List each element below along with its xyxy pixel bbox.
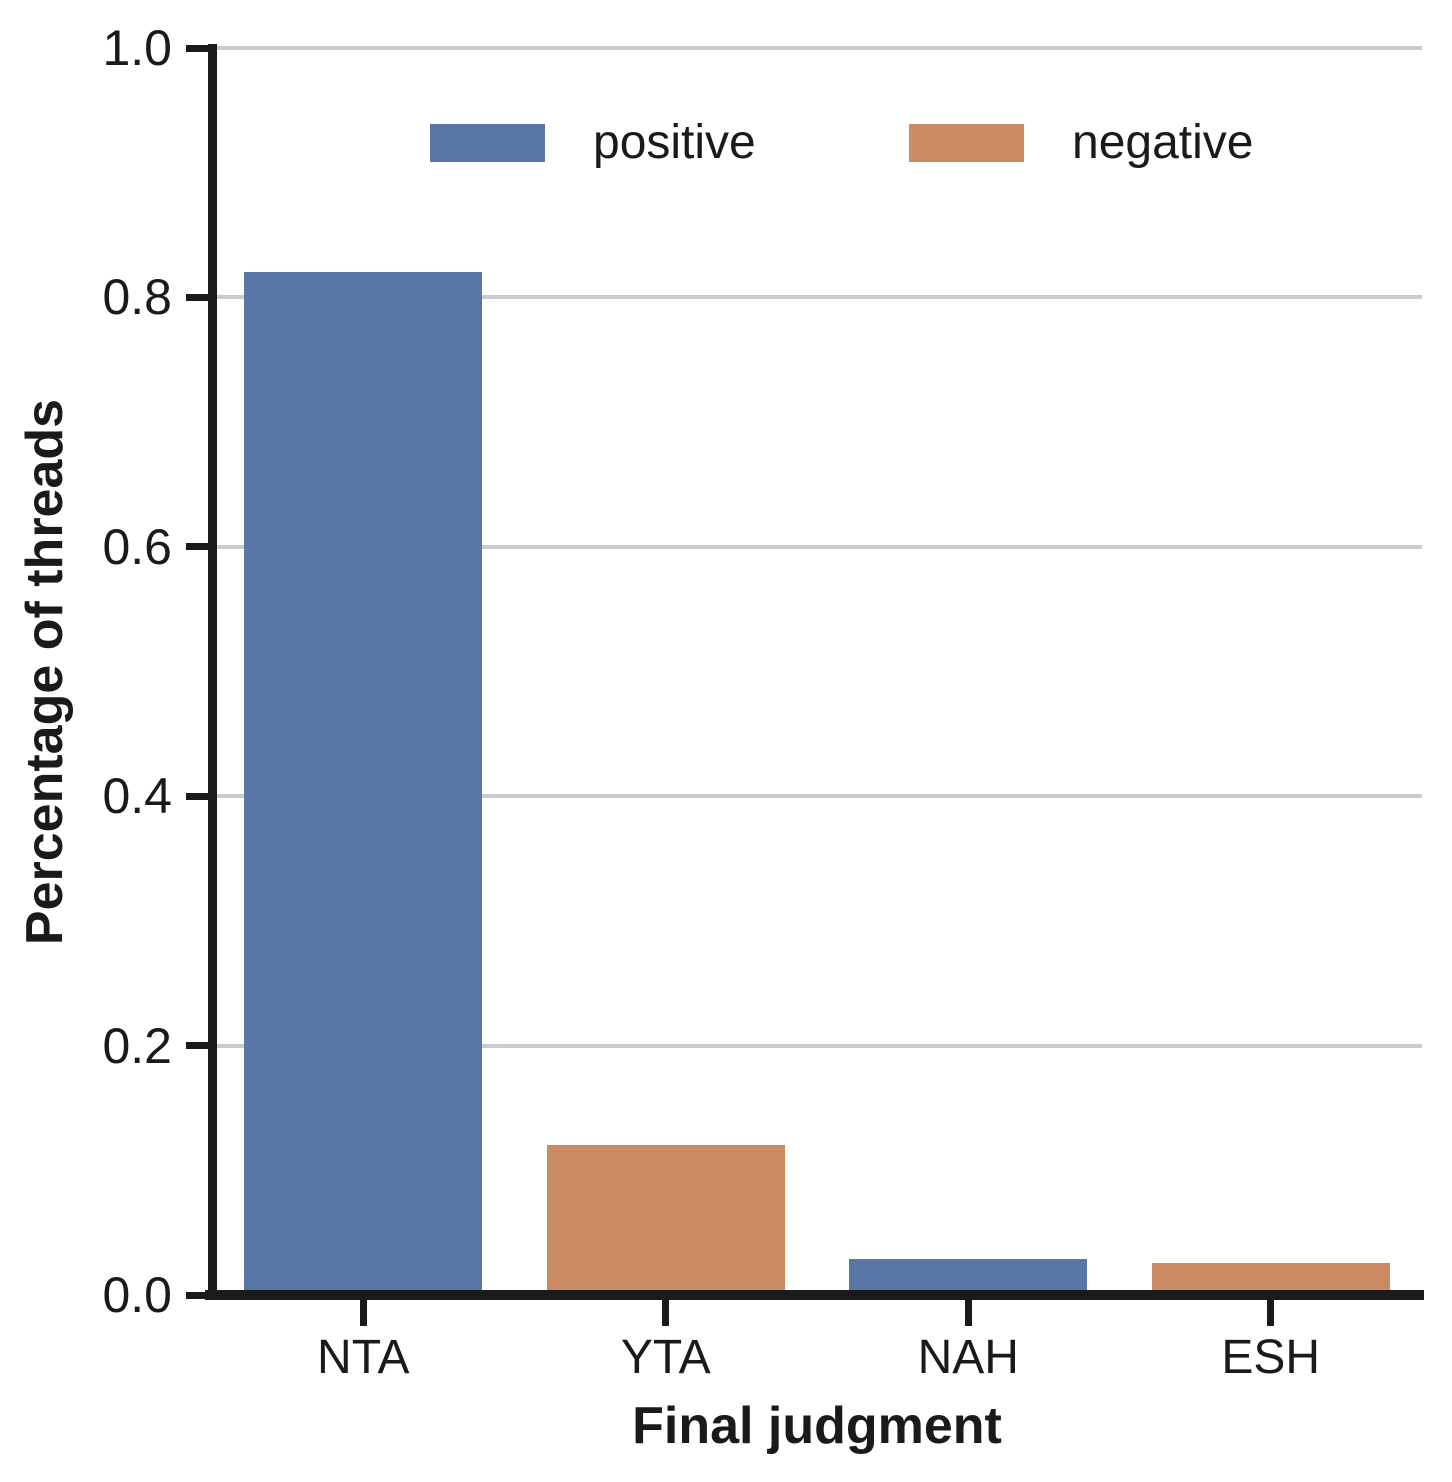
legend-entry-positive: positive bbox=[430, 117, 756, 169]
y-tick-label-0.0: 0.0 bbox=[102, 1267, 172, 1323]
y-tick-0.0 bbox=[186, 1291, 212, 1299]
bar-NAH bbox=[849, 1258, 1088, 1295]
legend-entry-negative: negative bbox=[909, 117, 1253, 169]
y-axis-spine bbox=[208, 44, 217, 1300]
y-tick-label-0.2: 0.2 bbox=[102, 1017, 172, 1074]
y-axis-title: Percentage of threads bbox=[16, 398, 74, 946]
legend-swatch-positive bbox=[430, 124, 545, 162]
legend-swatch-negative bbox=[909, 124, 1024, 162]
bar-YTA bbox=[546, 1145, 785, 1295]
plot-area bbox=[212, 46, 1422, 1295]
gridline-0.8 bbox=[212, 295, 1422, 300]
gridline-0.4 bbox=[212, 794, 1422, 799]
x-tick-label-YTA: YTA bbox=[620, 1331, 711, 1384]
x-tick-YTA bbox=[662, 1300, 670, 1326]
gridline-0.2 bbox=[212, 1043, 1422, 1048]
x-axis-title: Final judgment bbox=[632, 1397, 1002, 1455]
y-tick-0.2 bbox=[186, 1042, 212, 1050]
bar-NTA bbox=[244, 272, 483, 1295]
x-tick-ESH bbox=[1267, 1300, 1275, 1326]
y-tick-0.6 bbox=[186, 543, 212, 551]
x-tick-label-NAH: NAH bbox=[917, 1331, 1019, 1384]
y-tick-label-0.8: 0.8 bbox=[102, 269, 172, 326]
x-tick-NAH bbox=[964, 1300, 972, 1326]
y-tick-1.0 bbox=[186, 44, 212, 52]
x-tick-NTA bbox=[359, 1300, 367, 1326]
y-tick-label-1.0: 1.0 bbox=[102, 20, 172, 76]
x-tick-label-ESH: ESH bbox=[1221, 1331, 1321, 1384]
gridline-0.6 bbox=[212, 544, 1422, 549]
x-axis-spine bbox=[205, 1290, 1424, 1300]
y-tick-0.8 bbox=[186, 293, 212, 301]
y-tick-0.4 bbox=[186, 792, 212, 800]
y-tick-label-0.6: 0.6 bbox=[102, 518, 172, 575]
gridline-1.0 bbox=[212, 46, 1422, 50]
legend-label-negative: negative bbox=[1072, 116, 1254, 169]
legend-label-positive: positive bbox=[593, 116, 756, 169]
bar-ESH bbox=[1151, 1262, 1390, 1295]
x-tick-label-NTA: NTA bbox=[317, 1331, 410, 1384]
y-tick-label-0.4: 0.4 bbox=[102, 768, 172, 825]
